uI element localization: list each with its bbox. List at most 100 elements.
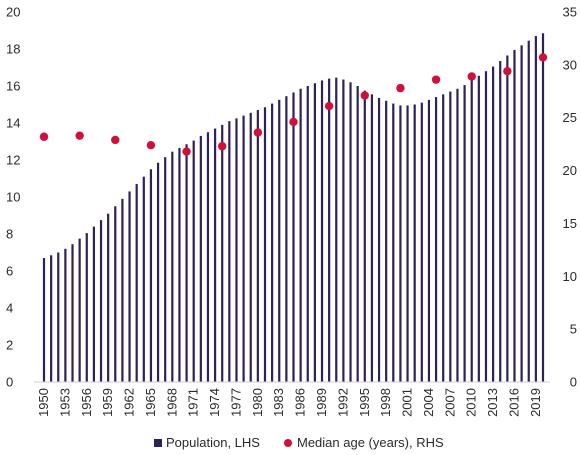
median-age-point — [75, 131, 84, 140]
population-bar — [499, 61, 502, 383]
median-age-point — [253, 128, 263, 137]
median-age-point — [396, 83, 405, 93]
right-tick-label: 20 — [563, 163, 577, 178]
x-tick-label: 1977 — [228, 388, 243, 417]
population-bar — [213, 128, 217, 382]
x-tick-label: 1959 — [100, 388, 115, 417]
population-bar — [85, 233, 88, 382]
population-bar — [306, 86, 309, 382]
population-bar — [420, 102, 423, 383]
median-age-point — [503, 67, 512, 76]
median-age-point — [182, 147, 191, 156]
median-age-point — [467, 72, 476, 81]
population-bar — [320, 80, 324, 382]
median-age-point — [360, 91, 369, 100]
population-bar — [149, 169, 153, 382]
median-age-point — [538, 53, 548, 62]
population-bar — [313, 83, 316, 382]
population-bar — [228, 121, 231, 383]
population-bar — [392, 103, 395, 382]
population-bar — [342, 79, 345, 383]
population-bar — [263, 107, 267, 383]
right-tick-label: 15 — [563, 216, 577, 231]
population-bar — [156, 162, 160, 382]
left-tick-label: 18 — [6, 42, 20, 57]
legend-label-population: Population, LHS — [166, 435, 260, 450]
left-tick-label: 16 — [6, 79, 20, 94]
right-tick-label: 5 — [570, 322, 577, 337]
legend-swatch-median-age — [284, 439, 292, 447]
population-bar — [142, 176, 145, 382]
left-tick-label: 14 — [6, 116, 20, 131]
x-tick-label: 2019 — [528, 388, 543, 417]
right-tick-label: 35 — [563, 5, 577, 20]
population-bar — [50, 255, 53, 382]
legend-swatch-population — [154, 439, 162, 447]
population-bar — [442, 94, 445, 382]
right-tick-label: 0 — [570, 375, 577, 390]
median-age-point — [218, 142, 227, 151]
population-bar — [449, 91, 452, 383]
population-bar — [135, 184, 138, 382]
x-axis-ticks: 1950 1953 1956 1959 1962 1965 1968 1971 1974 1977… — [36, 388, 543, 417]
population-bar — [78, 238, 81, 382]
population-bar — [121, 198, 124, 382]
x-tick-label: 1992 — [335, 388, 350, 417]
population-bar — [221, 124, 224, 382]
left-axis-ticks: 0 2 4 6 8 10 12 14 16 18 20 — [6, 5, 20, 390]
population-bar — [385, 100, 388, 383]
median-age-point — [39, 132, 49, 141]
median-age-point — [111, 135, 120, 145]
population-bar — [492, 66, 495, 382]
right-tick-label: 25 — [563, 110, 577, 125]
right-tick-label: 30 — [563, 57, 577, 72]
x-tick-label: 1974 — [207, 388, 222, 417]
population-bar — [64, 248, 67, 382]
population-bar — [278, 99, 281, 382]
population-bar — [484, 71, 488, 382]
x-tick-label: 1965 — [143, 388, 158, 417]
population-bar — [434, 97, 438, 382]
population-bar — [71, 244, 74, 382]
population-bar — [114, 206, 117, 382]
population-bar — [363, 90, 366, 382]
population-bar — [399, 105, 402, 383]
population-bar — [271, 103, 274, 382]
population-bar — [541, 33, 545, 383]
population-bar — [335, 77, 338, 383]
population-bar — [506, 55, 509, 382]
x-tick-label: 2001 — [400, 388, 415, 417]
left-tick-label: 2 — [6, 338, 13, 353]
population-bar — [292, 92, 295, 382]
population-bar — [57, 252, 60, 382]
population-bar — [349, 82, 352, 383]
population-bar — [128, 191, 131, 382]
population-bar — [477, 75, 480, 382]
population-bar — [178, 147, 181, 382]
median-age-point — [289, 117, 298, 127]
population-bar — [470, 80, 473, 382]
x-tick-label: 2007 — [442, 388, 457, 417]
left-tick-label: 0 — [6, 375, 13, 390]
population-bar — [427, 99, 431, 382]
population-bar — [206, 132, 210, 382]
right-axis-ticks: 0 5 10 15 20 25 30 35 — [563, 5, 577, 390]
population-bar — [370, 94, 374, 382]
left-tick-label: 8 — [6, 227, 13, 242]
population-bar — [99, 220, 103, 382]
x-tick-label: 1971 — [186, 388, 201, 417]
right-tick-label: 10 — [563, 269, 577, 284]
x-tick-label: 1983 — [271, 388, 286, 417]
population-bar — [285, 96, 288, 383]
population-bar — [328, 78, 331, 382]
x-tick-label: 2004 — [421, 388, 436, 417]
x-tick-label: 2013 — [485, 388, 500, 417]
legend: Population, LHS Median age (years), RHS — [154, 435, 444, 450]
x-tick-label: 1998 — [378, 388, 393, 417]
population-bar — [463, 85, 466, 382]
x-tick-label: 1956 — [79, 388, 94, 417]
population-bar — [199, 135, 202, 382]
median-age-point — [431, 75, 441, 84]
x-tick-label: 1953 — [57, 388, 72, 417]
